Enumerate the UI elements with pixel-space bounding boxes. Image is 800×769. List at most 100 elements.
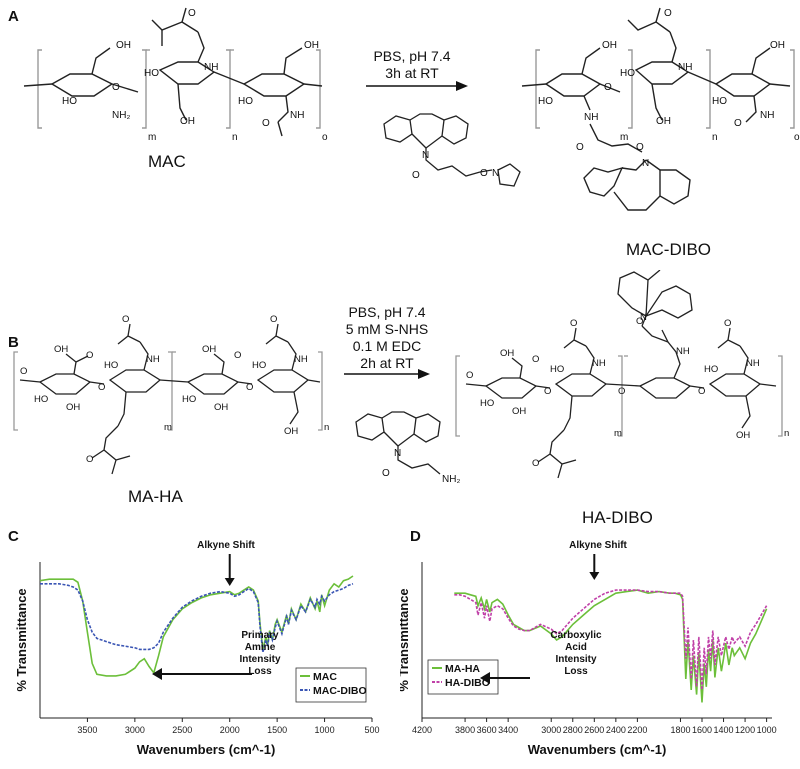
chart-c-annotation-loss-head xyxy=(152,668,162,680)
hadibo-ho-2: HO xyxy=(550,364,564,375)
mac-oh-1: OH xyxy=(116,40,131,51)
hadibo-o-4: O xyxy=(532,458,539,469)
macdibo-oh-2: OH xyxy=(656,116,671,127)
macdibo-oh-3: OH xyxy=(770,40,785,51)
chart-d-series-ha-dibo xyxy=(454,589,768,690)
chart-c-xtick-label: 3500 xyxy=(77,725,97,735)
conditions-b-line-4: 2h at RT xyxy=(360,355,414,371)
mac-o-3: O xyxy=(262,118,270,129)
chart-d-xtick-label: 2800 xyxy=(563,725,583,735)
maha-sub-n: n xyxy=(324,422,329,433)
mac-ho-2: HO xyxy=(144,68,159,79)
macdibo-o-1: O xyxy=(604,82,612,93)
chart-c-annotation-loss-line: Primary xyxy=(241,630,279,641)
hadibo-o-2: O xyxy=(544,386,551,397)
chart-c-annotation-loss-line: Intensity xyxy=(239,654,281,665)
mac-dibo-label: MAC-DIBO xyxy=(626,240,711,259)
chart-d-series-ma-ha xyxy=(454,589,768,703)
macdibo-sub-n: n xyxy=(712,132,718,143)
maha-oh-1: OH xyxy=(54,344,68,355)
maha-ho-4: HO xyxy=(252,360,266,371)
dibo-amine-reagent xyxy=(355,411,441,475)
chart-d-xtick-label: 2600 xyxy=(584,725,604,735)
hadibo-sub-n: n xyxy=(784,428,789,439)
chart-c-xtick-label: 1500 xyxy=(267,725,287,735)
chart-c-xtick-label: 2000 xyxy=(220,725,240,735)
panel-c-letter: C xyxy=(8,528,19,545)
chart-c-xlabel: Wavenumbers (cm^-1) xyxy=(137,742,276,757)
hadibo-nh-3: NH xyxy=(746,358,760,369)
maha-oh-4: OH xyxy=(214,402,228,413)
chart-d-xtick-label: 1200 xyxy=(735,725,755,735)
chart-c-xtick-label: 1000 xyxy=(315,725,335,735)
chart-c-series-mac xyxy=(39,575,354,677)
conditions-b-line-1: PBS, pH 7.4 xyxy=(348,304,426,320)
reagent-b-nh2: NH₂ xyxy=(442,474,460,485)
maha-oh-5: OH xyxy=(284,426,298,437)
chart-d-xtick-label: 3000 xyxy=(541,725,561,735)
chart-d-legend-label: MA-HA xyxy=(445,663,480,675)
chart-d-xtick-label: 2400 xyxy=(606,725,626,735)
conditions-b-line-2: 5 mM S-NHS xyxy=(345,321,429,337)
maha-o-0: O xyxy=(20,366,27,377)
chart-c-annotation-loss-line: Amine xyxy=(245,642,276,653)
maha-nh-2: NH xyxy=(294,354,308,365)
chart-d-annotation-alkyne: Alkyne Shift xyxy=(569,540,627,551)
maha-o-7: O xyxy=(270,314,277,325)
mac-nh-2: NH xyxy=(290,110,304,121)
chart-d-ylabel: % Transmittance xyxy=(400,588,411,691)
mac-sub-n: n xyxy=(232,132,238,143)
mac-o-2: O xyxy=(188,8,196,19)
macdibo-ho-3: HO xyxy=(712,96,727,107)
chart-d-annotation-loss-line: Carboxylic xyxy=(550,630,602,641)
macdibo-o-4: O xyxy=(576,142,584,153)
macdibo-o-5: O xyxy=(636,142,644,153)
conditions-a-line-2: 3h at RT xyxy=(385,65,439,81)
panel-d-letter: D xyxy=(410,528,421,545)
chart-c-xtick-label: 2500 xyxy=(172,725,192,735)
chart-c: 3500 3000 2500 2000 1500 1000 500 Wavenumbers (… xyxy=(14,540,380,757)
macdibo-ho-2: HO xyxy=(620,68,635,79)
reagent-a-n-2: N xyxy=(492,168,499,179)
reaction-arrow-b xyxy=(344,369,430,379)
macdibo-ho-1: HO xyxy=(538,96,553,107)
hadibo-oh-2: OH xyxy=(512,406,526,417)
mac-o-1: O xyxy=(112,82,120,93)
chart-c-ylabel: % Transmittance xyxy=(14,588,29,691)
macdibo-nh-3: NH xyxy=(760,110,774,121)
chart-d-xtick-label: 3800 xyxy=(455,725,475,735)
chart-d-xtick-label: 4200 xyxy=(412,725,432,735)
hadibo-o-1: O xyxy=(532,354,539,365)
hadibo-o-3: O xyxy=(570,318,577,329)
chart-d-xtick-label: 1600 xyxy=(692,725,712,735)
dibo-nhs-reagent xyxy=(383,113,521,187)
chart-c-annotation-alkyne: Alkyne Shift xyxy=(197,540,255,551)
conditions-a-line-1: PBS, pH 7.4 xyxy=(373,48,451,64)
maha-o-4: O xyxy=(86,454,93,465)
chart-c-annotation-loss-line: Loss xyxy=(248,666,272,677)
mac-structure xyxy=(23,7,323,137)
chart-c-series-mac-dibo xyxy=(40,582,354,653)
macdibo-o-2: O xyxy=(664,8,672,19)
macdibo-sub-o: o xyxy=(794,132,800,143)
chart-d-xtick-label: 2200 xyxy=(627,725,647,735)
maha-o-5: O xyxy=(234,350,241,361)
scheme-b: O OH O HO OH O O NH HO O OH O HO OH O O … xyxy=(13,270,789,485)
chart-d: 4200 3800 3600 3400 3000 2800 2600 2400 2200 1800… xyxy=(400,540,777,757)
hadibo-ho-1: HO xyxy=(480,398,494,409)
scheme-a: OH HO O NH₂ O NH HO OH OH HO NH O m n o … xyxy=(23,7,800,211)
macdibo-oh-1: OH xyxy=(602,40,617,51)
reaction-arrow-a xyxy=(366,81,468,91)
chart-d-legend-label: HA-DIBO xyxy=(445,677,490,689)
reagent-a-o-2: O xyxy=(480,168,488,179)
chart-c-legend-box xyxy=(295,667,367,703)
hadibo-nh-1: NH xyxy=(592,358,606,369)
chart-d-annotation-alkyne-head xyxy=(589,572,600,580)
chart-c-xtick-label: 500 xyxy=(364,725,379,735)
mac-ho-3: HO xyxy=(238,96,253,107)
maha-o-2: O xyxy=(98,382,105,393)
chart-d-xtick-label: 1400 xyxy=(714,725,734,735)
mac-sub-m: m xyxy=(148,132,156,143)
panel-a-letter: A xyxy=(8,8,19,25)
chart-c-legend-label: MAC xyxy=(313,671,337,683)
